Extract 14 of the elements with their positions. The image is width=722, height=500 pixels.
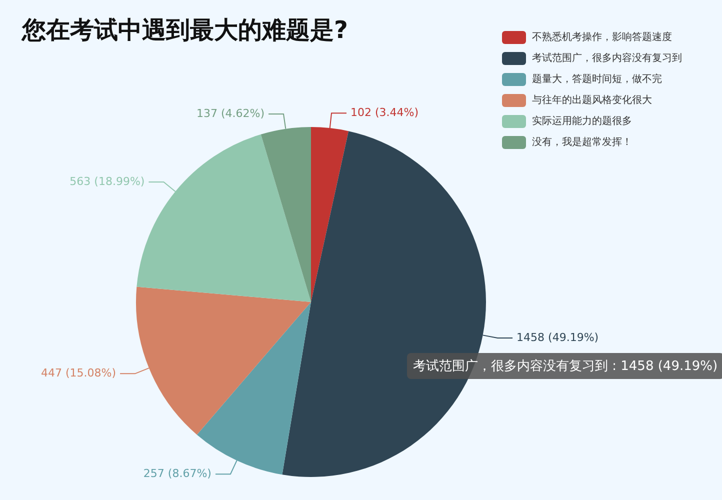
chart-title: 您在考试中遇到最大的难题是?	[22, 15, 348, 46]
data-label: 102 (3.44%)	[350, 106, 419, 119]
legend-label: 与往年的出题风格变化很大	[532, 94, 652, 107]
text: 考试范围广，很多内容没有复习到 : 1458 (49.19%)	[407, 353, 722, 379]
data-label: 257 (8.67%)	[143, 466, 212, 480]
data-label: 563 (18.99%)	[70, 174, 145, 188]
legend-label: 考试范围广，很多内容没有复习到	[532, 52, 682, 65]
data-label: 447 (15.08%)	[41, 366, 116, 380]
data-label: 1458 (49.19%)	[516, 330, 599, 344]
legend-label: 题量大，答题时间短，做不完	[532, 72, 662, 86]
legend-label: 实际运用能力的题很多	[532, 114, 632, 128]
data-label: 137 (4.62%)	[196, 106, 265, 120]
legend-label: 不熟悉机考操作，影响答题速度	[532, 30, 672, 44]
legend-label: 没有，我是超常发挥！	[532, 136, 632, 149]
